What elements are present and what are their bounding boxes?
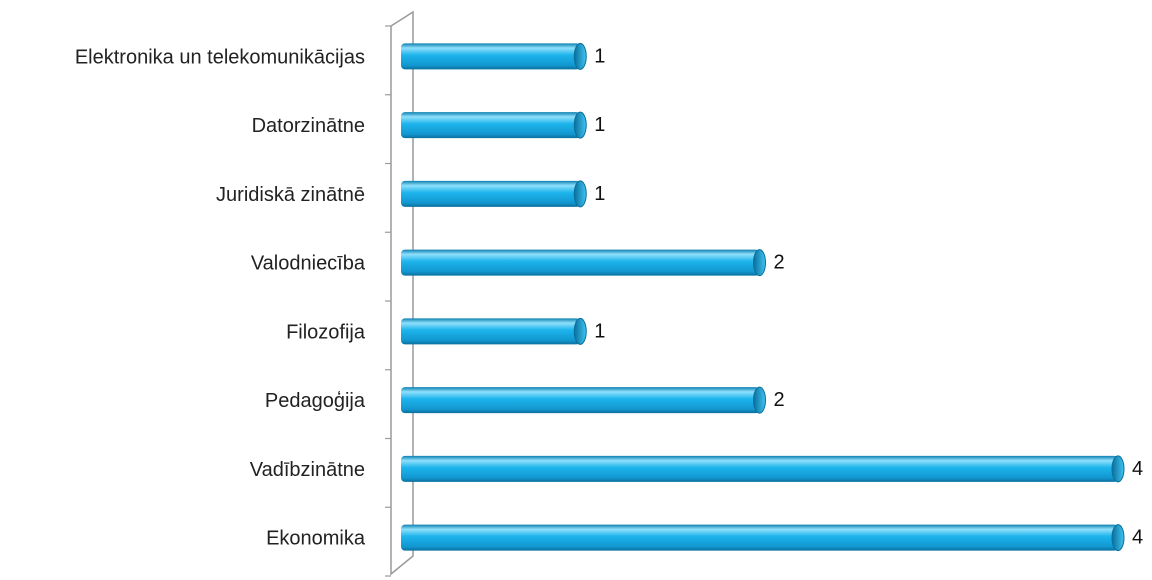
bar-end-cap (1111, 455, 1125, 483)
bar-end-cap (573, 111, 587, 139)
bar-end-cap (1111, 524, 1125, 552)
bar-end-cap (753, 386, 766, 414)
bar (401, 43, 581, 70)
bars (401, 42, 1125, 552)
labels: Elektronika un telekomunikācijas 1 Datorzi… (75, 45, 1143, 549)
bar (401, 387, 760, 414)
bar-end-cap (573, 42, 587, 70)
category-label: Vadībzinātne (250, 459, 365, 481)
data-label: 1 (594, 45, 605, 67)
category-label: Datorzinātne (252, 115, 365, 137)
bar (401, 524, 1118, 551)
data-label: 1 (594, 114, 605, 136)
data-label: 2 (774, 252, 785, 274)
data-label: 2 (774, 389, 785, 411)
category-label: Filozofija (286, 321, 366, 343)
bar (401, 180, 581, 207)
bar (401, 112, 581, 139)
data-label: 4 (1132, 458, 1143, 480)
category-label: Elektronika un telekomunikācijas (75, 46, 365, 68)
axis-wall (390, 10, 414, 576)
bar-end-cap (573, 180, 587, 208)
category-label: Pedagoģija (265, 390, 366, 412)
category-axis (385, 10, 414, 577)
bar (401, 455, 1118, 482)
data-label: 1 (594, 183, 605, 205)
data-label: 1 (594, 320, 605, 342)
category-label: Ekonomika (266, 528, 366, 550)
bar-end-cap (753, 249, 766, 277)
bar (401, 249, 760, 276)
category-label: Valodniecība (251, 253, 366, 275)
bar (401, 318, 581, 345)
bar-end-cap (573, 317, 587, 345)
data-label: 4 (1132, 527, 1143, 549)
category-label: Juridiskā zinātnē (216, 184, 365, 206)
